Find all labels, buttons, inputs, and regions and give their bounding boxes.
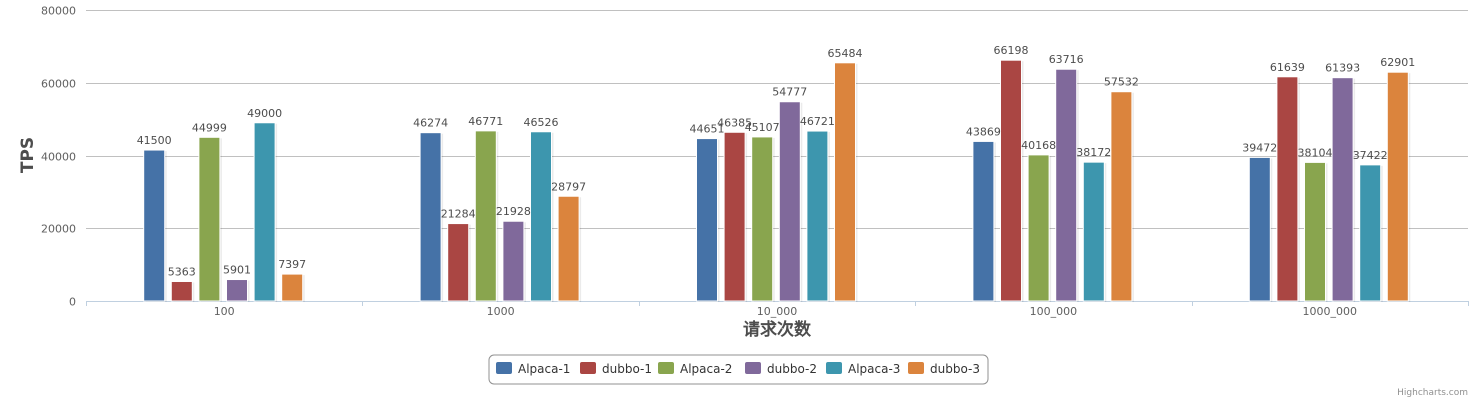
legend-label: dubbo-3	[930, 362, 980, 376]
legend-label: dubbo-1	[602, 362, 652, 376]
legend-item-alpaca-3[interactable]: Alpaca-3	[826, 362, 900, 376]
y-tick-label: 80000	[41, 5, 76, 18]
data-label: 54777	[772, 86, 807, 99]
data-label: 61393	[1325, 62, 1360, 75]
bar-dubbo-2[interactable]	[502, 220, 525, 302]
bar-dubbo-2[interactable]	[226, 279, 248, 302]
data-label: 49000	[247, 107, 282, 120]
bar-dubbo-1[interactable]	[447, 223, 470, 302]
bar-alpaca-2[interactable]	[751, 136, 774, 302]
bar-alpaca-1[interactable]	[696, 138, 718, 302]
data-label: 44651	[690, 123, 725, 136]
y-tick-label: 60000	[41, 78, 76, 91]
data-label: 63716	[1049, 53, 1084, 66]
data-label: 38104	[1298, 146, 1333, 159]
bar-dubbo-1[interactable]	[1000, 59, 1022, 302]
bar-dubbo-1[interactable]	[170, 280, 193, 302]
x-axis-title: 请求次数	[743, 319, 812, 340]
x-tick-label: 1000	[487, 305, 515, 318]
bar-alpaca-2[interactable]	[1304, 161, 1326, 302]
bar-dubbo-2[interactable]	[778, 101, 801, 302]
data-label: 41500	[137, 134, 172, 147]
x-tick-label: 10_000	[757, 305, 798, 318]
bar-alpaca-2[interactable]	[1027, 154, 1050, 302]
legend-swatch	[658, 362, 674, 374]
data-label: 7397	[278, 258, 306, 271]
bar-dubbo-1[interactable]	[1276, 76, 1299, 302]
legend-swatch	[745, 362, 761, 374]
bar-alpaca-1[interactable]	[1248, 156, 1271, 302]
data-label: 40168	[1021, 139, 1056, 152]
data-label: 37422	[1353, 149, 1388, 162]
bars	[143, 59, 1411, 303]
legend-label: Alpaca-3	[848, 362, 900, 376]
legend-label: Alpaca-1	[518, 362, 570, 376]
legend-swatch	[908, 362, 924, 374]
x-tick-label: 1000_000	[1303, 305, 1358, 318]
data-label: 46385	[717, 116, 752, 129]
y-axis-ticks: 0 20000 40000 60000 80000	[41, 5, 76, 309]
legend-swatch	[496, 362, 512, 374]
data-label: 46526	[524, 116, 559, 129]
bar-alpaca-3[interactable]	[806, 130, 829, 302]
bar-alpaca-3[interactable]	[1359, 164, 1382, 302]
x-tick-label: 100_000	[1030, 305, 1078, 318]
bar-alpaca-3[interactable]	[530, 131, 552, 302]
x-tick-label: 100	[214, 305, 235, 318]
bar-alpaca-3[interactable]	[253, 122, 276, 302]
data-label: 65484	[828, 47, 863, 60]
legend-label: dubbo-2	[767, 362, 817, 376]
data-label: 5363	[168, 265, 196, 278]
bar-dubbo-3[interactable]	[834, 62, 856, 302]
bar-dubbo-2[interactable]	[1055, 68, 1078, 302]
data-label: 43869	[966, 125, 1001, 138]
bar-alpaca-2[interactable]	[474, 130, 497, 302]
bar-alpaca-1[interactable]	[419, 132, 442, 302]
data-label: 46721	[800, 115, 835, 128]
data-label: 21928	[496, 205, 531, 218]
legend-item-alpaca-1[interactable]: Alpaca-1	[496, 362, 570, 376]
data-label: 46771	[468, 115, 503, 128]
y-tick-label: 20000	[41, 223, 76, 236]
legend-swatch	[826, 362, 842, 374]
data-label: 57532	[1104, 76, 1139, 89]
grid-lines	[86, 10, 1468, 229]
legend-item-alpaca-2[interactable]: Alpaca-2	[658, 362, 732, 376]
bar-dubbo-3[interactable]	[1386, 71, 1409, 302]
data-labels: 41500 46274 44651 43869 39472 5363 21284 46385 6…	[137, 44, 1416, 278]
legend-box	[488, 354, 989, 385]
y-tick-label: 0	[69, 296, 76, 309]
data-label: 45107	[745, 121, 780, 134]
data-label: 5901	[223, 264, 251, 277]
bar-alpaca-2[interactable]	[198, 136, 221, 302]
data-label: 66198	[994, 44, 1029, 57]
bar-alpaca-3[interactable]	[1082, 161, 1105, 302]
bar-dubbo-3[interactable]	[557, 195, 580, 302]
data-label: 46274	[413, 117, 448, 130]
legend-item-dubbo-1[interactable]: dubbo-1	[580, 362, 652, 376]
credits-link[interactable]: Highcharts.com	[1397, 388, 1468, 398]
legend-item-dubbo-3[interactable]: dubbo-3	[908, 362, 980, 376]
y-axis-title: TPS	[18, 137, 38, 173]
bar-alpaca-1[interactable]	[143, 149, 166, 302]
y-tick-label: 40000	[41, 151, 76, 164]
bar-dubbo-1[interactable]	[723, 131, 746, 302]
data-label: 38172	[1076, 146, 1111, 159]
bar-dubbo-2[interactable]	[1331, 77, 1354, 302]
legend: Alpaca-1 dubbo-1 Alpaca-2 dubbo-2 Alpaca-3 du…	[488, 354, 989, 385]
bar-dubbo-3[interactable]	[281, 273, 304, 302]
data-label: 21284	[441, 208, 476, 221]
legend-swatch	[580, 362, 596, 374]
data-label: 39472	[1242, 141, 1277, 154]
x-axis: 100 1000 10_000 100_000 1000_000	[86, 301, 1469, 318]
bar-dubbo-3[interactable]	[1110, 91, 1133, 302]
legend-label: Alpaca-2	[680, 362, 732, 376]
bar-alpaca-1[interactable]	[972, 140, 995, 302]
legend-item-dubbo-2[interactable]: dubbo-2	[745, 362, 817, 376]
data-label: 61639	[1270, 61, 1305, 74]
data-label: 44999	[192, 121, 227, 134]
data-label: 28797	[551, 180, 586, 193]
data-label: 62901	[1380, 56, 1415, 69]
